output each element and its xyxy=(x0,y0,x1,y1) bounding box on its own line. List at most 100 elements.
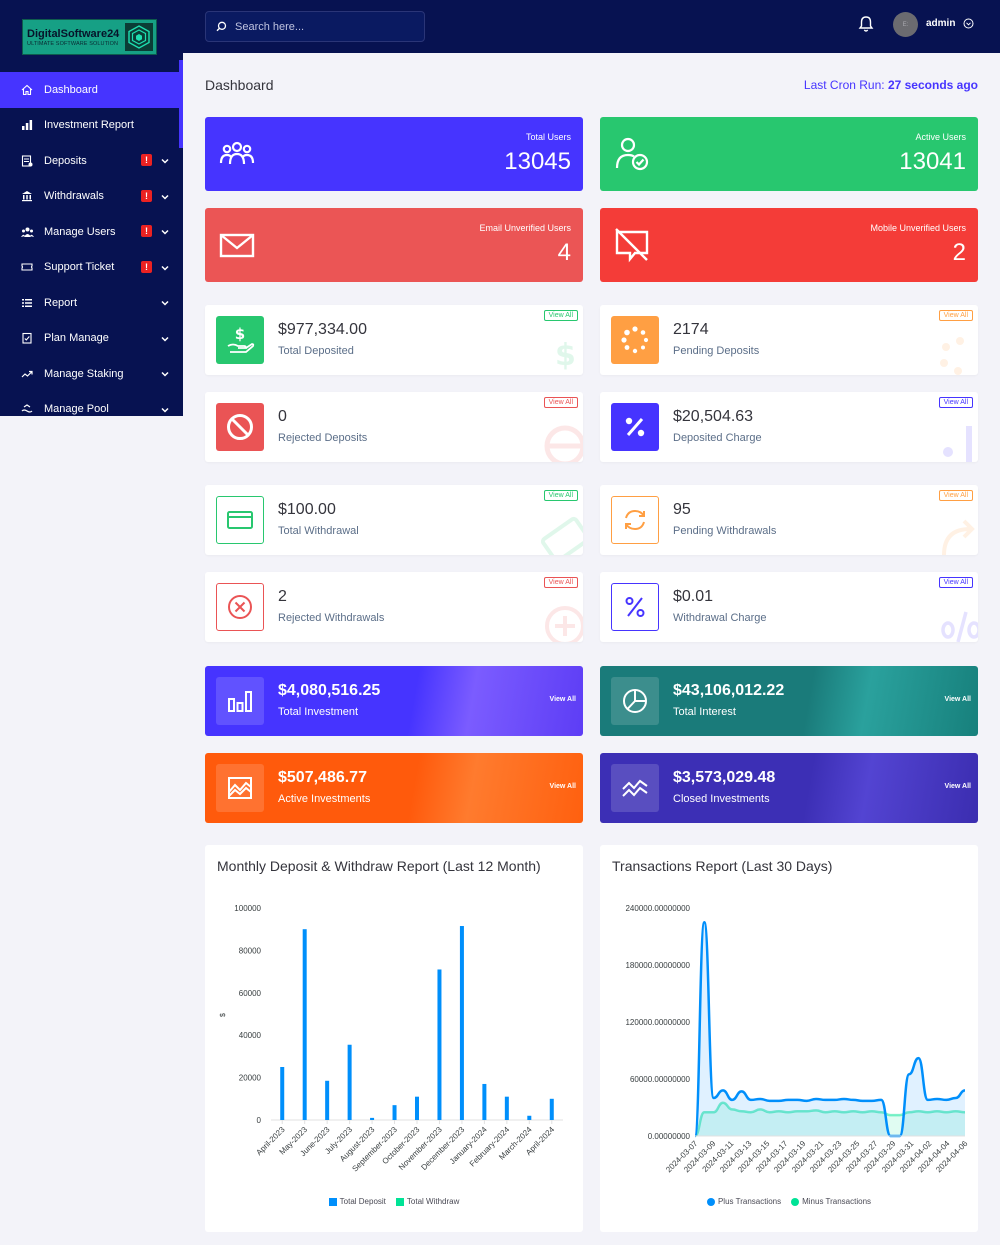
legend-label: Minus Transactions xyxy=(802,1197,872,1206)
investment-value: $3,573,029.48 xyxy=(673,769,776,786)
sidebar-item-label: Deposits xyxy=(44,154,87,167)
bar-total-deposit xyxy=(504,1096,509,1120)
search-input[interactable] xyxy=(235,20,415,33)
view-all-link[interactable]: View All xyxy=(938,310,973,321)
pie-chart-icon xyxy=(611,677,659,725)
brand-logo[interactable]: DigitalSoftware24 ULTIMATE SOFTWARE SOLU… xyxy=(22,19,157,55)
deposited-charge-card[interactable]: $20,504.63 Deposited Charge View All xyxy=(600,392,978,462)
widget-label: Deposited Charge xyxy=(673,432,762,444)
legend-item-withdraw[interactable]: Total Withdraw xyxy=(395,1197,460,1206)
total-interest-card[interactable]: $43,106,012.22 Total Interest View All xyxy=(600,666,978,736)
view-all-link[interactable]: View All xyxy=(944,783,971,790)
search-box[interactable] xyxy=(205,11,425,42)
active-investments-card[interactable]: $507,486.77 Active Investments View All xyxy=(205,753,583,823)
user-name[interactable]: admin xyxy=(926,18,956,29)
chevron-down-icon xyxy=(161,336,169,342)
pending-withdrawals-card[interactable]: 95 Pending Withdrawals View All xyxy=(600,485,978,555)
sidebar-item-withdrawals[interactable]: Withdrawals ! xyxy=(0,179,179,215)
chevron-down-circle-icon[interactable] xyxy=(963,18,974,29)
y-tick-label: 180000.00000000 xyxy=(625,961,690,970)
bar-total-deposit xyxy=(280,1067,285,1120)
withdrawal-charge-card[interactable]: $0.01 Withdrawal Charge View All xyxy=(600,572,978,642)
sidebar-scrollbar[interactable] xyxy=(179,60,183,148)
ticket-icon xyxy=(20,260,34,274)
wave-chart-icon xyxy=(611,764,659,812)
view-all-link[interactable]: View All xyxy=(549,696,576,703)
list-icon xyxy=(20,296,34,310)
cron-value: 27 seconds ago xyxy=(887,78,978,92)
credit-card-icon xyxy=(541,516,583,555)
chevron-down-icon xyxy=(161,371,169,377)
chevron-down-icon xyxy=(161,158,169,164)
line-plus-transactions xyxy=(693,920,966,1138)
percent-icon xyxy=(941,611,978,642)
legend-label: Plus Transactions xyxy=(717,1197,782,1206)
legend-item-deposit[interactable]: Total Deposit xyxy=(328,1197,386,1206)
sidebar-item-support-ticket[interactable]: Support Ticket ! xyxy=(0,250,179,286)
sidebar-item-plan-manage[interactable]: Plan Manage xyxy=(0,321,179,357)
alert-badge: ! xyxy=(141,154,152,166)
sidebar-item-investment-report[interactable]: Investment Report xyxy=(0,108,179,144)
hand-money-icon: $ xyxy=(555,338,576,373)
ban-icon xyxy=(216,403,264,451)
widget-label: Pending Withdrawals xyxy=(673,525,777,537)
card-label: Email Unverified Users xyxy=(479,223,571,233)
y-tick-label: 240000.00000000 xyxy=(625,904,690,913)
sidebar-item-label: Report xyxy=(44,296,78,309)
view-all-link[interactable]: View All xyxy=(543,577,578,588)
trend-icon xyxy=(20,367,34,381)
percent-icon xyxy=(611,583,659,631)
total-deposited-card[interactable]: $ $977,334.00 Total Deposited View All $ xyxy=(205,305,583,375)
line-minus-transactions xyxy=(694,1101,966,1138)
widget-value: 2 xyxy=(278,588,287,605)
view-all-link[interactable]: View All xyxy=(938,397,973,408)
investment-value: $43,106,012.22 xyxy=(673,682,785,699)
bell-icon[interactable] xyxy=(858,15,874,33)
sidebar-item-label: Dashboard xyxy=(44,83,98,96)
y-tick-label: 100000 xyxy=(234,904,261,913)
email-unverified-card[interactable]: Email Unverified Users 4 xyxy=(205,208,583,282)
monthly-bar-chart: 100000800006000040000200000$April-2023Ma… xyxy=(220,904,563,1174)
card-label: Total Users xyxy=(525,132,571,142)
sidebar-item-deposits[interactable]: Deposits ! xyxy=(0,143,179,179)
rejected-deposits-card[interactable]: 0 Rejected Deposits View All xyxy=(205,392,583,462)
percent-icon xyxy=(943,426,972,462)
view-all-link[interactable]: View All xyxy=(543,397,578,408)
view-all-link[interactable]: View All xyxy=(938,490,973,501)
view-all-link[interactable]: View All xyxy=(549,783,576,790)
view-all-link[interactable]: View All xyxy=(938,577,973,588)
sidebar-item-manage-pool[interactable]: Manage Pool xyxy=(0,392,179,417)
bar-total-deposit xyxy=(459,926,464,1120)
closed-investments-card[interactable]: $3,573,029.48 Closed Investments View Al… xyxy=(600,753,978,823)
sidebar-item-manage-staking[interactable]: Manage Staking xyxy=(0,356,179,392)
legend-label: Total Withdraw xyxy=(406,1197,460,1206)
chevron-down-icon xyxy=(161,229,169,235)
active-users-card[interactable]: Active Users 13041 xyxy=(600,117,978,191)
sidebar-item-label: Investment Report xyxy=(44,119,134,132)
sidebar-item-dashboard[interactable]: Dashboard xyxy=(0,72,179,108)
avatar[interactable]: E: xyxy=(893,12,918,37)
view-all-link[interactable]: View All xyxy=(543,490,578,501)
total-investment-card[interactable]: $4,080,516.25 Total Investment View All xyxy=(205,666,583,736)
sidebar-item-manage-users[interactable]: Manage Users ! xyxy=(0,214,179,250)
total-users-card[interactable]: Total Users 13045 xyxy=(205,117,583,191)
chart-title: Monthly Deposit & Withdraw Report (Last … xyxy=(217,858,541,874)
investment-label: Closed Investments xyxy=(673,793,770,805)
widget-value: 0 xyxy=(278,408,287,425)
widget-value: $100.00 xyxy=(278,501,336,518)
legend-swatch xyxy=(328,1197,337,1206)
view-all-link[interactable]: View All xyxy=(944,696,971,703)
pending-deposits-card[interactable]: 2174 Pending Deposits View All xyxy=(600,305,978,375)
cron-status: Last Cron Run: 27 seconds ago xyxy=(804,78,978,92)
total-withdrawal-card[interactable]: $100.00 Total Withdrawal View All xyxy=(205,485,583,555)
bar-total-deposit xyxy=(437,969,442,1120)
legend-item-plus[interactable]: Plus Transactions xyxy=(706,1197,782,1206)
sidebar: DigitalSoftware24 ULTIMATE SOFTWARE SOLU… xyxy=(0,0,183,416)
mobile-unverified-card[interactable]: Mobile Unverified Users 2 xyxy=(600,208,978,282)
view-all-link[interactable]: View All xyxy=(543,310,578,321)
legend-item-minus[interactable]: Minus Transactions xyxy=(791,1197,871,1206)
rejected-withdrawals-card[interactable]: 2 Rejected Withdrawals View All xyxy=(205,572,583,642)
widget-value: 2174 xyxy=(673,321,709,338)
sidebar-item-report[interactable]: Report xyxy=(0,285,179,321)
card-value: 4 xyxy=(557,239,571,266)
